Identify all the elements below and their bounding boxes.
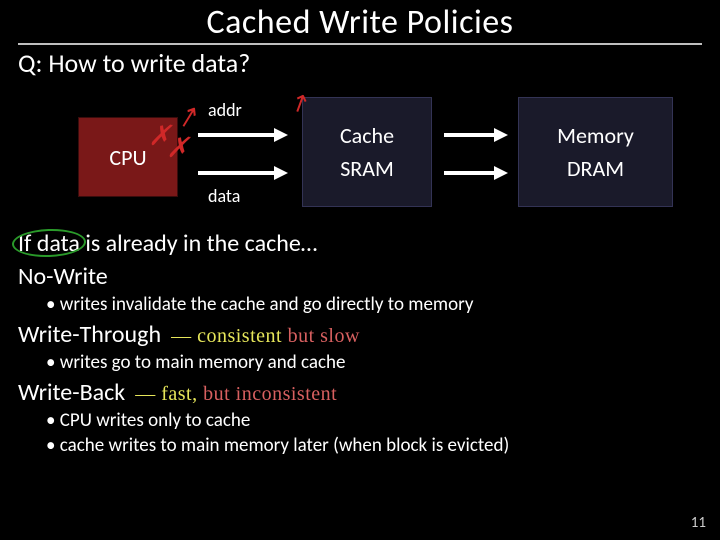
memory-box: Memory DRAM <box>518 97 673 207</box>
policy-writethrough: Write-Through — consistent but slow <box>18 320 702 349</box>
policy-writeback-name: Write-Back <box>18 378 125 407</box>
cpu-label: CPU <box>109 144 146 171</box>
policy-nowrite-name: No-Write <box>18 262 108 291</box>
cache-box: Cache SRAM <box>302 97 432 207</box>
addr-label: addr <box>208 99 242 121</box>
policy-nowrite: No-Write <box>18 262 702 291</box>
question-text: Q: How to write data? <box>18 47 702 79</box>
writethrough-bullet-0: writes go to main memory and cache <box>46 351 702 374</box>
policy-writeback: Write-Back — fast, but inconsistent <box>18 378 702 407</box>
slide-title: Cached Write Policies <box>18 0 702 45</box>
page-number: 11 <box>691 514 706 532</box>
nowrite-bullet-0: writes invalidate the cache and go direc… <box>46 293 702 316</box>
data-label: data <box>208 185 240 207</box>
if-line-text: If data is already in the cache… <box>18 229 317 258</box>
memory-label-2: DRAM <box>567 155 624 182</box>
arrow-cpu-cache-top <box>198 127 288 143</box>
policy-writethrough-name: Write-Through <box>18 320 161 349</box>
cache-label-2: SRAM <box>340 155 394 182</box>
cache-label-1: Cache <box>340 122 394 149</box>
cpu-box: CPU <box>78 117 178 197</box>
writethrough-annotation: — consistent but slow <box>171 325 360 348</box>
diagram: CPU Cache SRAM Memory DRAM addr data ✗ ✗… <box>38 93 702 223</box>
writeback-bullet-1: cache writes to main memory later (when … <box>46 434 702 457</box>
writethrough-ann-pre: — consistent <box>171 325 288 347</box>
memory-label-1: Memory <box>557 122 634 149</box>
writethrough-ann-red: but slow <box>288 325 360 347</box>
if-line: If data is already in the cache… <box>18 229 702 258</box>
writeback-annotation: — fast, but inconsistent <box>135 383 337 406</box>
arrow-cache-mem-bottom <box>444 165 508 181</box>
writeback-bullet-0: CPU writes only to cache <box>46 409 702 432</box>
writeback-ann-red: but inconsistent <box>203 383 337 405</box>
arrow-cache-mem-top <box>444 127 508 143</box>
arrow-cpu-cache-bottom <box>198 165 288 181</box>
writeback-ann-pre: — fast, <box>135 383 203 405</box>
